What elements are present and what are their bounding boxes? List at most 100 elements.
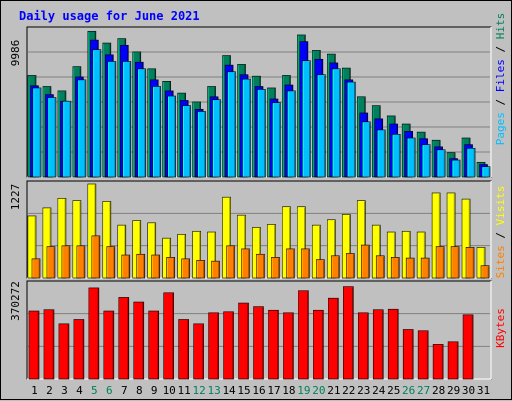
kbytes-bar: [417, 330, 429, 380]
x-tick-label: 27: [417, 384, 430, 397]
sites-bar: [31, 258, 41, 279]
x-tick-label: 22: [342, 384, 355, 397]
sites-bar: [211, 260, 220, 279]
legend-sites: Sites: [494, 245, 507, 278]
pages-bar: [47, 97, 57, 178]
pages-bar: [347, 81, 356, 178]
x-tick-label: 8: [136, 384, 143, 397]
sites-bar: [390, 257, 400, 279]
x-tick-label: 13: [207, 384, 220, 397]
x-tick-label: 10: [163, 384, 176, 397]
x-tick-label: 28: [432, 384, 445, 397]
kbytes-bar: [357, 312, 369, 380]
pages-bar: [481, 166, 491, 178]
kbytes-bar: [223, 311, 234, 380]
sites-bar: [405, 257, 415, 279]
x-tick-label: 1: [31, 384, 38, 397]
panel2-ymax-label: 1227: [9, 184, 22, 211]
sites-bar: [61, 245, 71, 279]
sites-bar: [316, 259, 325, 279]
x-tick-label: 23: [357, 384, 370, 397]
panel1-ymax-label: 9986: [9, 40, 22, 67]
pages-bar: [77, 79, 87, 178]
sites-bar: [181, 258, 190, 279]
sites-bar: [256, 253, 265, 279]
x-tick-label: 15: [237, 384, 250, 397]
kbytes-panel: [26, 280, 492, 380]
sites-bar: [46, 246, 56, 279]
kbytes-bar: [118, 297, 130, 380]
x-tick-label: 21: [327, 384, 340, 397]
pages-bar: [242, 78, 251, 178]
pages-bar: [391, 134, 401, 178]
kbytes-bar: [88, 287, 100, 380]
kbytes-bar: [28, 310, 40, 380]
kbytes-bar: [268, 309, 279, 380]
sites-bar: [106, 246, 116, 279]
pages-bar: [137, 68, 147, 178]
pages-bar: [32, 87, 42, 178]
hits-files-pages-panel: [26, 26, 492, 178]
kbytes-bar: [447, 341, 459, 380]
panel3-ymax-label: 370272: [9, 281, 22, 321]
kbytes-bar: [313, 309, 324, 380]
kbytes-bar: [73, 319, 85, 380]
sites-bar: [331, 255, 340, 279]
pages-bar: [212, 99, 221, 178]
pages-bar: [272, 102, 281, 178]
sites-bar: [271, 257, 280, 279]
legend-kbytes: KBytes: [494, 308, 507, 348]
x-tick-label: 16: [252, 384, 265, 397]
legend-files: Files: [494, 59, 507, 92]
sites-bar: [166, 257, 176, 279]
sites-bar: [196, 260, 205, 279]
pages-bar: [227, 71, 236, 178]
x-axis-labels: 1 2 3 4 5 6 7 8 9 10 11 12 13 14 15 16 17 18 19 20 21 22 23 24 2…: [31, 384, 490, 397]
x-tick-label: 26: [402, 384, 415, 397]
pages-bar: [451, 159, 461, 178]
legend-hits: Hits: [494, 13, 507, 40]
kbytes-bar: [253, 306, 264, 380]
sites-bar: [420, 257, 430, 279]
pages-bar: [107, 61, 117, 178]
kbytes-bar: [298, 290, 309, 380]
x-tick-label: 11: [178, 384, 191, 397]
visits-sites-panel: [26, 180, 492, 279]
x-tick-label: 18: [282, 384, 295, 397]
pages-bar: [361, 121, 371, 178]
kbytes-bar: [148, 310, 160, 380]
sites-bar: [76, 245, 86, 279]
sites-bar: [465, 247, 475, 279]
sites-bar: [360, 244, 370, 279]
sites-bar: [91, 235, 101, 279]
kbytes-bar: [58, 323, 70, 380]
pages-bar: [287, 90, 296, 178]
legend-visits: Visits: [494, 186, 507, 226]
pages-bar: [406, 137, 416, 178]
kbytes-bar: [462, 314, 474, 380]
pages-bar: [376, 129, 386, 178]
kbytes-bar: [208, 312, 219, 380]
sites-bar: [226, 245, 235, 279]
kbytes-bar: [372, 309, 384, 380]
pages-bar: [436, 149, 446, 178]
x-tick-label: 7: [121, 384, 128, 397]
kbytes-bar: [178, 319, 189, 380]
pages-bar: [302, 60, 311, 178]
kbytes-bar: [163, 292, 175, 380]
kbytes-bar: [133, 301, 145, 380]
kbytes-bar: [238, 302, 249, 380]
sites-bar: [480, 265, 490, 279]
sites-bar: [241, 248, 250, 279]
x-tick-label: 31: [477, 384, 490, 397]
x-tick-label: 29: [447, 384, 460, 397]
kbytes-bar: [43, 309, 55, 380]
chart-title: Daily usage for June 2021: [19, 9, 200, 23]
x-tick-label: 30: [462, 384, 475, 397]
kbytes-bar: [328, 297, 339, 380]
x-tick-label: 24: [372, 384, 386, 397]
x-tick-label: 3: [61, 384, 68, 397]
legend-panel2: Sites / Visits: [494, 186, 507, 279]
